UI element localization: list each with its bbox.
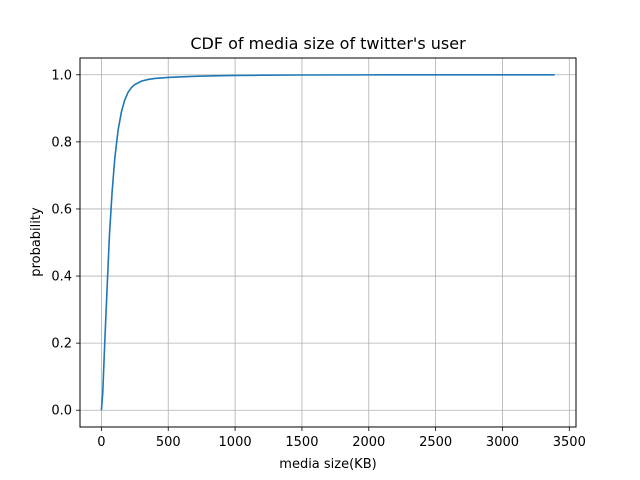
- y-tick-label: 0.6: [51, 202, 72, 217]
- y-axis-label: probability: [29, 207, 44, 277]
- y-tick-label: 0.8: [51, 135, 72, 150]
- x-tick-label: 3000: [486, 435, 519, 450]
- plot-frame: [79, 57, 577, 428]
- y-tick-label: 1.0: [51, 68, 72, 83]
- y-tick-label: 0.4: [51, 270, 72, 285]
- x-tick-label: 2500: [419, 435, 452, 450]
- x-tick-label: 0: [97, 435, 105, 450]
- cdf-line: [100, 73, 555, 411]
- x-tick-label: 1000: [219, 435, 252, 450]
- x-tick-label: 3500: [553, 435, 586, 450]
- axis-ticks: 0 500 1000 1500 2000 2500 3000 3500 0.0 0.2 0.4 0.6…: [51, 68, 586, 450]
- x-tick-label: 1500: [285, 435, 318, 450]
- x-tick-label: 500: [156, 435, 181, 450]
- x-tick-label: 2000: [352, 435, 385, 450]
- y-tick-label: 0.2: [51, 337, 72, 352]
- chart-title: CDF of media size of twitter's user: [190, 34, 466, 53]
- y-tick-label: 0.0: [51, 404, 72, 419]
- x-axis-label: media size(KB): [279, 457, 376, 472]
